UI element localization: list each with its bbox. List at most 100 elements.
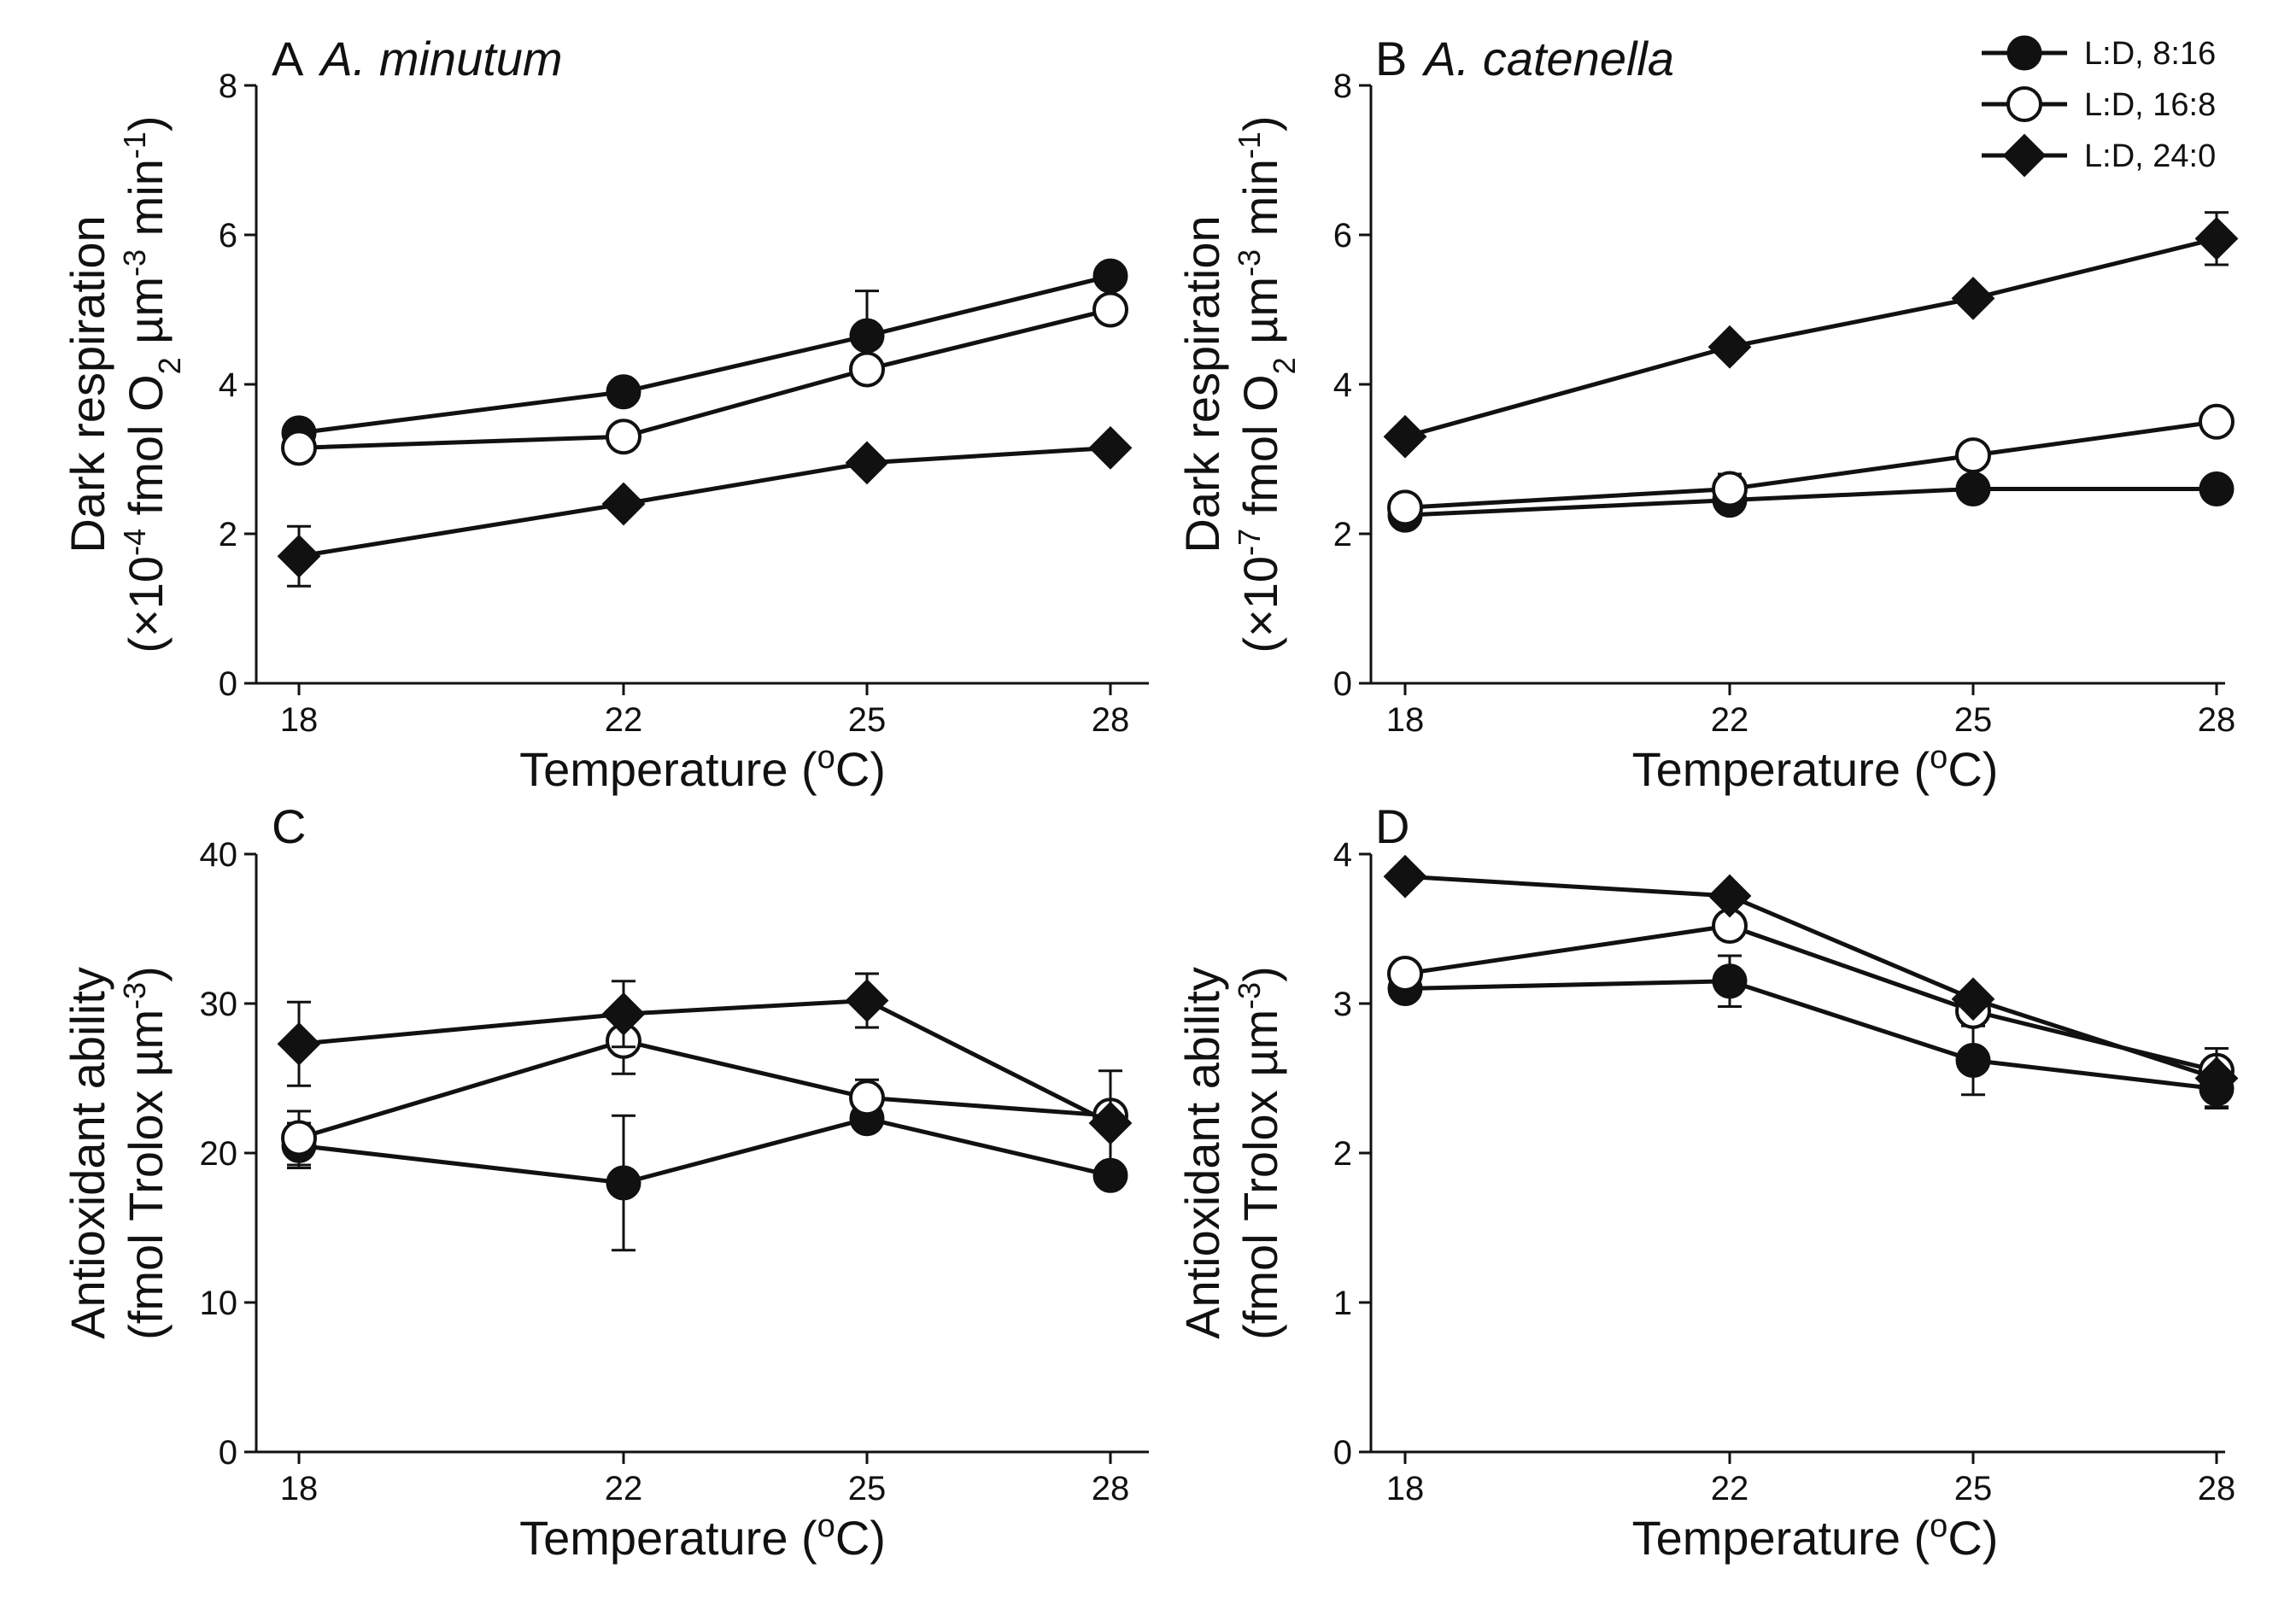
- y-tick-label: 0: [219, 665, 237, 703]
- x-tick-label: 28: [1092, 701, 1130, 739]
- data-point: [1092, 258, 1128, 294]
- series-line: [298, 1116, 1111, 1185]
- y-tick-label: 30: [200, 986, 238, 1023]
- data-point: [606, 419, 641, 455]
- y-tick-label: 0: [219, 1434, 237, 1472]
- series-d-1: [1387, 954, 2234, 1109]
- data-point: [1707, 874, 1752, 918]
- series-line: [298, 1039, 1111, 1140]
- data-point: [606, 1165, 641, 1201]
- x-tick-label: 28: [1092, 1470, 1130, 1507]
- data-point: [2194, 1057, 2239, 1100]
- y-axis-title: Dark respiration: [61, 215, 114, 553]
- data-point: [1092, 291, 1128, 328]
- data-point: [1951, 977, 1995, 1021]
- x-tick-label: 18: [1386, 701, 1425, 739]
- data-point: [1387, 956, 1423, 992]
- data-point: [1387, 489, 1423, 526]
- y-tick-label: 4: [1333, 366, 1352, 404]
- series-line: [1404, 419, 2217, 510]
- series-d-2: [1387, 908, 2234, 1089]
- x-tick-label: 22: [605, 1470, 643, 1507]
- panel-b: 0 2 4 6 8 18 22 25 28 Temperature (oC) Dark respir…: [1175, 32, 2239, 796]
- series-a-3: [277, 425, 1133, 588]
- panel-title: C: [272, 799, 306, 853]
- y-tick-label: 4: [1333, 836, 1352, 874]
- data-point: [1088, 1101, 1133, 1145]
- data-point: [1383, 414, 1427, 459]
- series-a-2: [281, 291, 1128, 466]
- x-tick-label: 22: [1711, 1470, 1749, 1507]
- data-point: [849, 1080, 885, 1116]
- x-tick-label: 22: [1711, 701, 1749, 739]
- data-point: [849, 318, 885, 354]
- y-tick-label: 2: [1333, 1135, 1352, 1173]
- legend-marker: [2006, 35, 2042, 71]
- x-tick-label: 25: [1954, 701, 1993, 739]
- y-tick-label: 6: [219, 217, 237, 255]
- data-point: [277, 1021, 321, 1066]
- data-point: [1707, 325, 1752, 369]
- panel-title: A A. minutum: [272, 32, 563, 85]
- data-point: [281, 430, 317, 466]
- data-point: [2194, 216, 2239, 260]
- data-point: [1955, 437, 1991, 474]
- panel-title: D: [1375, 799, 1409, 853]
- series-line: [1404, 236, 2217, 439]
- data-point: [845, 979, 889, 1022]
- y-axis-title: Antioxidant ability: [1175, 967, 1229, 1339]
- x-axis-title: Temperature (oC): [519, 1508, 886, 1565]
- series-d-3: [1383, 854, 2239, 1109]
- series-line: [298, 445, 1111, 559]
- data-point: [1955, 471, 1991, 506]
- panel-c: 0 10 20 30 40 18 22 25 28 Temperature (oC) Antioxi…: [61, 799, 1149, 1565]
- data-point: [849, 351, 885, 388]
- y-tick-label: 40: [200, 836, 238, 874]
- data-point: [281, 1120, 317, 1156]
- series-line: [1404, 874, 2217, 1080]
- legend: L:D, 8:16 L:D, 16:8 L:D, 24:0: [1982, 35, 2216, 178]
- series-line: [298, 998, 1112, 1126]
- y-tick-label: 3: [1333, 986, 1352, 1023]
- data-point: [606, 374, 641, 410]
- series-c-3: [277, 972, 1133, 1177]
- legend-marker: [2002, 133, 2047, 178]
- x-axis-title: Temperature (oC): [1632, 1508, 1999, 1565]
- y-tick-label: 10: [200, 1285, 238, 1322]
- y-tick-label: 2: [1333, 516, 1352, 553]
- data-point: [601, 482, 646, 526]
- x-tick-label: 25: [848, 1470, 887, 1507]
- x-axis-title: Temperature (oC): [1632, 740, 1999, 796]
- series-b-3: [1383, 211, 2239, 459]
- data-point: [1088, 425, 1133, 470]
- data-point: [1955, 1043, 1991, 1078]
- data-point: [1951, 276, 1995, 320]
- series-line: [1404, 487, 2217, 518]
- panel-title: B A. catenella: [1375, 32, 1674, 85]
- y-tick-label: 8: [1333, 67, 1352, 105]
- legend-marker: [2006, 86, 2042, 122]
- data-point: [1712, 471, 1748, 507]
- y-tick-label: 1: [1333, 1285, 1352, 1322]
- x-tick-label: 18: [280, 701, 319, 739]
- y-axis-subtitle: (×10-7 fmol O2 µm-3 min-1): [1232, 115, 1302, 653]
- y-axis-title: Dark respiration: [1175, 215, 1229, 553]
- series-c-1: [281, 1101, 1128, 1252]
- x-tick-label: 25: [848, 701, 887, 739]
- x-tick-label: 22: [605, 701, 643, 739]
- series-line: [1404, 979, 2217, 1092]
- data-point: [277, 534, 321, 578]
- series-line: [298, 273, 1111, 436]
- y-axis-subtitle: (×10-4 fmol O2 µm-3 min-1): [117, 115, 187, 653]
- data-point: [2199, 403, 2234, 440]
- series-a-1: [281, 258, 1128, 451]
- y-axis-subtitle: (fmol Trolox µm-3): [117, 966, 173, 1340]
- legend-label: L:D, 24:0: [2084, 138, 2216, 174]
- y-tick-label: 20: [200, 1135, 238, 1173]
- legend-label: L:D, 16:8: [2084, 87, 2216, 123]
- y-axis-subtitle: (fmol Trolox µm-3): [1232, 966, 1288, 1340]
- y-tick-label: 8: [219, 67, 237, 105]
- data-point: [1712, 963, 1748, 999]
- x-axis-title: Temperature (oC): [519, 740, 886, 796]
- data-point: [2199, 471, 2234, 506]
